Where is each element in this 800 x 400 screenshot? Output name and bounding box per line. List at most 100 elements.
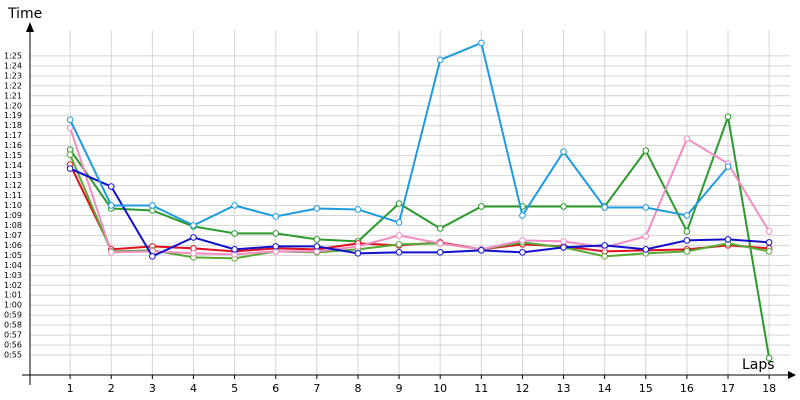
point [478,203,485,210]
x-tick-label: 6 [272,382,279,395]
point [313,243,321,250]
point [642,233,650,240]
point [66,116,74,124]
x-tick-label: 5 [231,382,238,395]
point [436,240,444,247]
point [436,249,444,256]
point [149,202,156,209]
y-tick-label: 1:24 [4,61,22,70]
point [683,228,691,235]
y-tick-label: 1:14 [4,161,22,170]
y-tick-label: 1:18 [4,121,22,130]
point [231,230,238,237]
point [560,238,567,245]
point [395,249,403,256]
y-tick-label: 1:00 [4,301,22,310]
y-tick-label: 1:02 [4,281,22,290]
y-tick-label: 1:12 [4,181,22,190]
x-tick-label: 2 [108,382,115,395]
point [272,230,280,237]
y-tick-label: 0:56 [4,341,22,350]
point [683,212,691,219]
y-tick-label: 0:59 [4,311,22,320]
x-tick-label: 17 [721,382,735,395]
point [683,248,691,255]
x-tick-label: 15 [639,382,653,395]
y-tick-label: 1:15 [4,151,22,160]
point [478,247,485,254]
x-axis-label: Laps [742,357,775,373]
y-tick-label: 1:05 [4,251,22,260]
point [395,200,403,207]
y-tick-label: 1:13 [4,171,22,180]
point [601,253,608,260]
x-tick-label: 7 [313,382,320,395]
y-tick-label: 1:23 [4,71,22,80]
y-tick-label: 1:07 [4,231,22,240]
point [190,250,197,257]
y-tick-label: 1:04 [4,261,22,270]
point [231,202,238,209]
x-tick-label: 14 [598,382,612,395]
point [107,183,115,190]
x-axis-arrow [788,371,796,379]
y-tick-label: 1:06 [4,241,22,250]
point [478,39,485,47]
point [765,248,773,255]
y-tick-label: 1:25 [4,51,22,60]
y-tick-label: 1:21 [4,91,22,100]
point [601,204,608,211]
x-tick-label: 9 [396,382,403,395]
y-tick-label: 0:55 [4,351,22,360]
series-line [69,167,770,258]
y-tick-label: 0:57 [4,331,22,340]
series-line [69,112,771,359]
point [642,204,650,211]
y-tick-label: 0:58 [4,321,22,330]
point [231,246,238,253]
point [354,250,362,257]
point [107,202,115,209]
point [724,163,732,170]
point [765,354,773,362]
point [395,219,403,226]
point [519,237,526,244]
point [313,236,321,243]
point [107,249,115,256]
x-tick-label: 13 [557,382,571,395]
series-line [69,127,770,256]
y-tick-label: 1:17 [4,131,22,140]
x-tick-label: 8 [354,382,361,395]
plot-area [66,39,773,362]
x-tick-label: 10 [433,382,447,395]
point [436,56,444,64]
y-tick-label: 1:16 [4,141,22,150]
point [765,239,773,246]
point [66,165,74,172]
point [149,253,156,260]
y-axis-label: Time [7,6,42,22]
point [642,246,650,253]
point [724,236,732,243]
point [395,241,403,248]
y-tick-label: 1:19 [4,111,22,120]
point [560,148,567,155]
point [642,147,650,154]
point [601,242,608,249]
point [683,237,691,244]
point [560,203,567,210]
x-tick-label: 3 [149,382,156,395]
point [272,243,280,250]
point [354,206,362,213]
point [395,232,403,239]
grid [30,30,790,375]
point [190,234,197,241]
x-tick-label: 4 [190,382,197,395]
x-tick-label: 1 [67,382,74,395]
point [354,243,362,250]
point [724,113,732,121]
x-tick-label: 11 [474,382,488,395]
point [519,212,526,219]
x-tick-label: 16 [680,382,694,395]
